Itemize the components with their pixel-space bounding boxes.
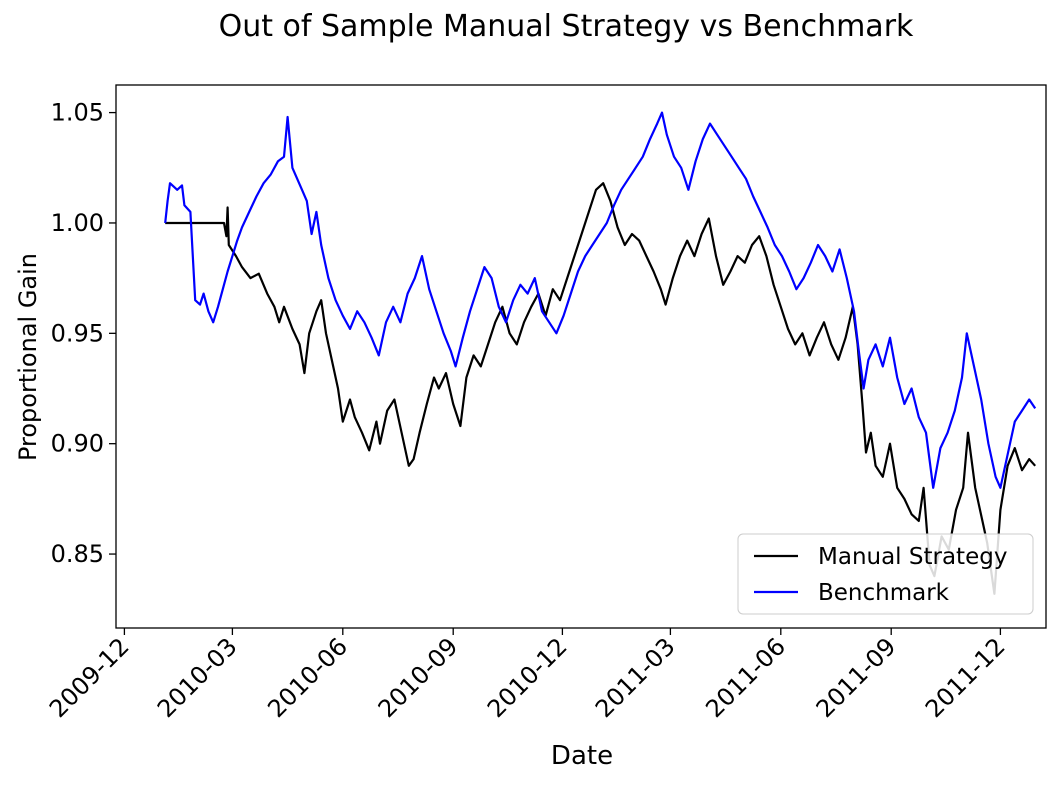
x-tick-label: 2009-12 (44, 632, 135, 723)
legend-label-benchmark: Benchmark (818, 580, 950, 606)
y-axis: 0.85 0.90 0.95 1.00 1.05 (51, 99, 116, 568)
x-tick-label: 2010-06 (262, 632, 353, 723)
y-tick-label: 0.90 (51, 430, 104, 458)
x-tick-label: 2011-06 (700, 632, 791, 723)
x-axis-label: Date (551, 741, 613, 771)
x-tick-label: 2010-03 (152, 632, 243, 723)
x-tick-label: 2011-12 (920, 632, 1011, 723)
plot-frame (115, 84, 1047, 629)
y-tick-label: 1.05 (51, 99, 104, 127)
chart-title: Out of Sample Manual Strategy vs Benchma… (219, 9, 914, 44)
x-tick-label: 2011-09 (811, 632, 902, 723)
y-tick-label: 0.95 (51, 319, 104, 347)
x-axis: 2009-12 2010-03 2010-06 2010-09 2010-12 2011-… (44, 628, 1011, 723)
x-tick-label: 2011-03 (590, 632, 681, 723)
series-line-manual-strategy (165, 182, 1037, 595)
series-layer (164, 111, 1037, 595)
legend-label-manual-strategy: Manual Strategy (818, 544, 1007, 570)
legend: Manual Strategy Benchmark (737, 533, 1034, 615)
y-axis-label: Proportional Gain (14, 253, 42, 461)
y-tick-label: 0.85 (51, 540, 104, 568)
x-tick-label: 2010-09 (373, 632, 464, 723)
x-tick-label: 2010-12 (482, 632, 573, 723)
y-tick-label: 1.00 (51, 209, 104, 237)
legend-box (737, 533, 1034, 615)
series-line-benchmark (164, 111, 1037, 489)
